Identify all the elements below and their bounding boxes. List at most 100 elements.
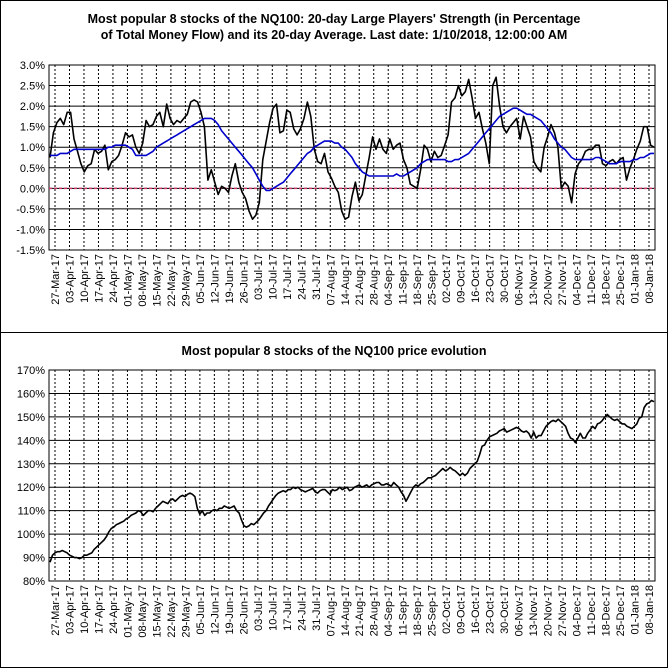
strength-x-tick-label: 25-Dec-17 (615, 254, 627, 305)
strength-x-tick-label: 19-Jun-17 (224, 254, 236, 304)
price-x-tick-label: 11-Sep-17 (398, 585, 410, 636)
strength-x-tick-label: 24-Apr-17 (108, 254, 120, 303)
price-x-tick-label: 30-Oct-17 (499, 585, 511, 634)
price-x-tick-label: 01-Jan-18 (630, 585, 642, 635)
strength-y-tick-label: 1.5% (20, 122, 45, 134)
price-x-tick-label: 16-Oct-17 (470, 585, 482, 634)
price-y-tick-label: 80% (23, 576, 45, 588)
price-x-tick-label: 11-Dec-17 (586, 585, 598, 636)
strength-x-tick-label: 06-Nov-17 (514, 254, 526, 305)
strength-x-tick-label: 16-Oct-17 (470, 254, 482, 303)
price-x-tick-label: 10-Jul-17 (267, 585, 279, 631)
strength-x-tick-label: 15-May-17 (151, 254, 163, 307)
strength-x-tick-label: 27-Nov-17 (557, 254, 569, 305)
strength-x-tick-label: 18-Sep-17 (412, 254, 424, 305)
strength-x-tick-label: 08-Jan-18 (644, 254, 656, 304)
price-x-tick-label: 03-Jul-17 (253, 585, 265, 631)
strength-x-tick-label: 17-Apr-17 (93, 254, 105, 303)
strength-x-tick-label: 20-Nov-17 (543, 254, 555, 305)
strength-x-tick-label: 28-Aug-17 (369, 254, 381, 305)
price-x-tick-label: 03-Apr-17 (64, 585, 76, 634)
price-y-tick-label: 160% (17, 388, 45, 400)
price-y-tick-label: 170% (17, 365, 45, 377)
strength-y-tick-label: 0.5% (20, 163, 45, 175)
strength-x-tick-label: 11-Sep-17 (398, 254, 410, 305)
price-x-tick-label: 14-Aug-17 (340, 585, 352, 636)
price-plot-area (48, 369, 656, 582)
price-x-tick-label: 02-Oct-17 (441, 585, 453, 634)
strength-x-tick-label: 30-Oct-17 (499, 254, 511, 303)
strength-x-tick-label: 04-Sep-17 (383, 254, 395, 305)
price-x-tick-label: 22-May-17 (166, 585, 178, 638)
strength-y-tick-label: 2.0% (20, 101, 45, 113)
price-x-tick-label: 06-Nov-17 (514, 585, 526, 636)
strength-y-tick-label: 2.5% (20, 81, 45, 93)
price-x-tick-label: 26-Jun-17 (238, 585, 250, 635)
strength-x-tick-label: 17-Jul-17 (282, 254, 294, 300)
price-x-tick-label: 07-Aug-17 (325, 585, 337, 636)
price-x-tick-label: 20-Nov-17 (543, 585, 555, 636)
strength-chart-svg: 3.0% 2.5% 2.0% 1.5% 1.0% 0.5% 0.0% -0.5% -1.0% -1… (16, 60, 656, 307)
price-y-tick-label: 120% (17, 482, 45, 494)
strength-x-tick-label: 27-Mar-17 (50, 254, 62, 305)
strength-chart-title-line-1: Most popular 8 stocks of the NQ100: 20-d… (87, 12, 581, 26)
strength-x-tick-label: 02-Oct-17 (441, 254, 453, 303)
strength-x-tick-label: 25-Sep-17 (427, 254, 439, 305)
strength-y-tick-label: -1.5% (16, 245, 45, 257)
price-series-line-1 (49, 399, 655, 563)
price-x-tick-label: 21-Aug-17 (354, 585, 366, 636)
strength-x-tick-label: 26-Jun-17 (238, 254, 250, 304)
price-x-tick-label: 04-Sep-17 (383, 585, 395, 636)
price-y-tick-label: 110% (18, 506, 46, 518)
strength-x-tick-label: 14-Aug-17 (340, 254, 352, 305)
strength-x-tick-label: 13-Nov-17 (528, 254, 540, 305)
price-x-tick-label: 15-May-17 (151, 585, 163, 638)
price-x-tick-label: 31-Jul-17 (311, 585, 323, 631)
strength-x-tick-label: 03-Apr-17 (64, 254, 76, 303)
price-x-tick-label: 17-Apr-17 (93, 585, 105, 634)
price-x-tick-label: 10-Apr-17 (79, 585, 91, 634)
price-x-tick-label: 23-Oct-17 (485, 585, 497, 634)
price-chart-panel: Most popular 8 stocks of the NQ100 price… (1, 333, 667, 667)
price-x-tick-label: 17-Jul-17 (282, 585, 294, 631)
strength-x-tick-label: 21-Aug-17 (354, 254, 366, 305)
strength-series-line-2 (50, 107, 654, 192)
strength-y-tick-label: 1.0% (20, 142, 45, 154)
strength-x-tick-label: 03-Jul-17 (253, 254, 265, 300)
strength-y-tick-label: -1.0% (16, 224, 45, 236)
price-x-tick-label: 27-Mar-17 (50, 585, 62, 636)
price-y-tick-label: 100% (17, 529, 45, 541)
strength-x-tick-label: 12-Jun-17 (209, 254, 221, 304)
strength-x-tick-label: 01-May-17 (122, 254, 134, 307)
price-x-tick-label: 18-Dec-17 (601, 585, 613, 636)
strength-x-tick-label: 29-May-17 (180, 254, 192, 307)
strength-x-tick-label: 09-Oct-17 (456, 254, 468, 303)
strength-x-tick-label: 24-Jul-17 (296, 254, 308, 300)
price-x-tick-label: 24-Jul-17 (296, 585, 308, 631)
price-x-tick-label: 08-Jan-18 (644, 585, 656, 635)
price-chart-svg: 170% 160% 150% 140% 130% 120% 110% 100% 90% 80% 27… (17, 365, 656, 638)
strength-y-tick-label: 0.0% (20, 183, 45, 195)
strength-chart-panel: Most popular 8 stocks of the NQ100: 20-d… (1, 1, 667, 333)
strength-x-tick-label: 10-Jul-17 (267, 254, 279, 300)
price-x-tick-label: 28-Aug-17 (369, 585, 381, 636)
price-x-tick-label: 04-Dec-17 (572, 585, 584, 636)
price-y-tick-label: 130% (17, 459, 45, 471)
strength-x-tick-label: 23-Oct-17 (485, 254, 497, 303)
price-x-tick-label: 01-May-17 (122, 585, 134, 638)
strength-x-tick-label: 07-Aug-17 (325, 254, 337, 305)
strength-x-tick-label: 31-Jul-17 (311, 254, 323, 300)
strength-x-tick-label: 10-Apr-17 (79, 254, 91, 303)
price-x-tick-label: 05-Jun-17 (195, 585, 207, 635)
price-x-tick-label: 25-Sep-17 (427, 585, 439, 636)
price-x-tick-label: 19-Jun-17 (224, 585, 236, 635)
price-y-tick-label: 90% (23, 553, 45, 565)
strength-x-tick-label: 05-Jun-17 (195, 254, 207, 304)
strength-x-tick-label: 01-Jan-18 (630, 254, 642, 304)
strength-x-tick-label: 22-May-17 (166, 254, 178, 307)
strength-x-tick-label: 04-Dec-17 (572, 254, 584, 305)
price-x-tick-label: 12-Jun-17 (209, 585, 221, 635)
price-x-tick-label: 24-Apr-17 (108, 585, 120, 634)
price-x-tick-label: 08-May-17 (137, 585, 149, 638)
